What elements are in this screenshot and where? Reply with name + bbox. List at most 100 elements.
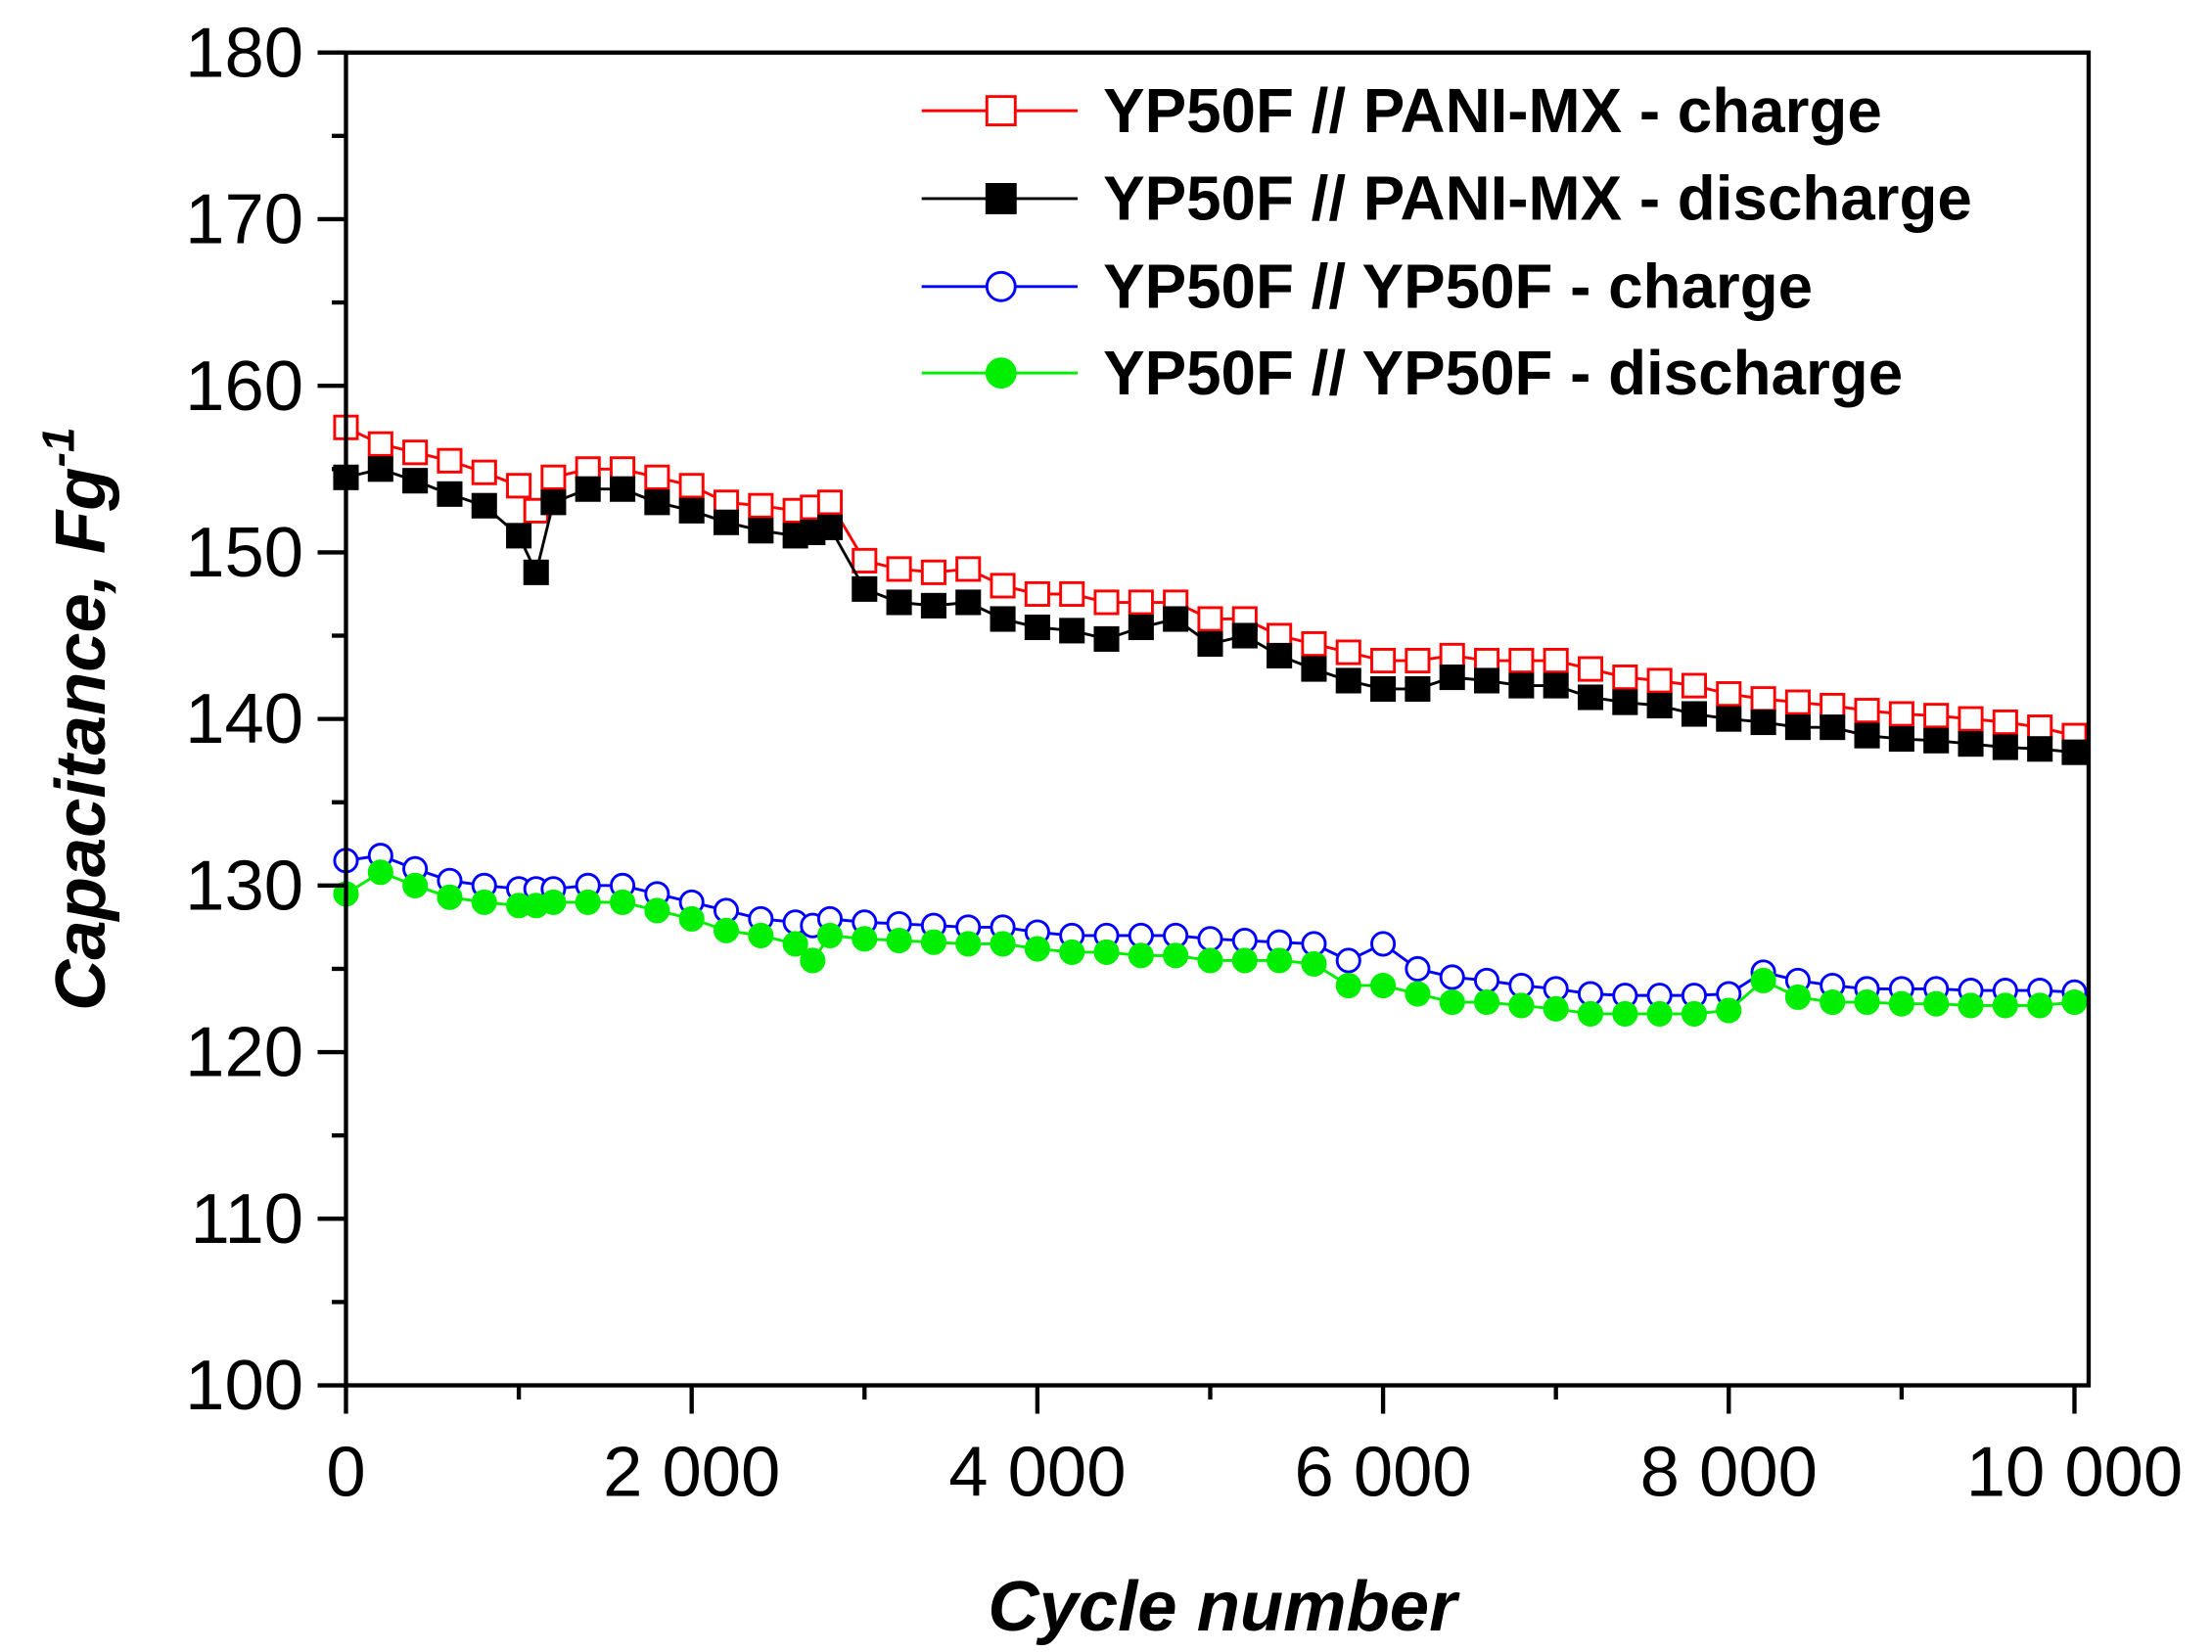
- data-point: [1301, 656, 1327, 682]
- y-tick-label: 170: [185, 180, 303, 259]
- data-point: [1335, 639, 1361, 665]
- data-point: [1405, 981, 1431, 1007]
- legend-item: YP50F // YP50F - discharge: [921, 338, 1903, 408]
- y-tick-label: 160: [185, 346, 303, 426]
- data-point: [575, 476, 601, 502]
- data-point: [1646, 667, 1673, 694]
- data-point: [955, 556, 982, 582]
- data-point: [1577, 684, 1604, 711]
- data-point: [1750, 967, 1776, 993]
- data-point: [1163, 606, 1189, 632]
- y-tick-label: 130: [185, 846, 303, 925]
- data-point: [1474, 967, 1500, 993]
- x-axis-label: Cycle number: [988, 1567, 1460, 1646]
- x-tick-label: 4 000: [948, 1433, 1126, 1512]
- data-point: [1335, 947, 1361, 974]
- data-point: [1335, 972, 1361, 999]
- data-point: [748, 492, 774, 519]
- data-point: [523, 559, 549, 585]
- axes: 100 110 120 130 140 150 160 170 180 0 2 000 4 000 6 …: [185, 13, 2183, 1511]
- data-point: [1888, 701, 1914, 727]
- data-point: [1681, 1000, 1707, 1027]
- data-point: [1716, 681, 1742, 708]
- data-point: [1370, 648, 1397, 674]
- series-2: [333, 843, 2088, 1009]
- legend-label: YP50F // YP50F - charge: [1103, 251, 1813, 321]
- data-point: [1370, 972, 1397, 999]
- data-point: [713, 917, 740, 943]
- data-point: [816, 514, 844, 540]
- data-point: [1439, 665, 1465, 691]
- data-point: [1681, 701, 1707, 727]
- data-point: [1474, 988, 1500, 1016]
- legend: YP50F // PANI-MX - charge YP50F // PANI-M…: [921, 75, 1972, 408]
- data-point: [1024, 936, 1050, 962]
- data-point: [1750, 709, 1776, 736]
- y-tick-label: 100: [185, 1346, 303, 1425]
- series-1: [333, 456, 2088, 765]
- data-point: [886, 589, 912, 616]
- data-point: [1059, 618, 1085, 644]
- data-point: [678, 473, 705, 499]
- data-point: [402, 468, 429, 494]
- data-point: [1716, 997, 1742, 1024]
- data-point: [1543, 995, 1569, 1022]
- data-point: [1370, 931, 1397, 957]
- data-point: [471, 459, 497, 485]
- x-tick-label: 2 000: [603, 1433, 780, 1512]
- series-line: [345, 426, 2075, 738]
- data-point: [1958, 731, 1984, 757]
- data-point: [852, 547, 878, 574]
- data-point: [782, 931, 808, 957]
- data-point: [644, 489, 670, 516]
- data-point: [678, 905, 705, 932]
- x-tick-label: 0: [326, 1433, 365, 1512]
- data-point: [852, 575, 878, 602]
- data-point: [1197, 630, 1223, 658]
- data-point: [1958, 992, 1984, 1019]
- data-point: [437, 447, 463, 474]
- data-point: [1093, 625, 1120, 652]
- data-point: [1923, 703, 1950, 729]
- data-point: [1405, 955, 1431, 982]
- data-point: [575, 889, 601, 915]
- y-tick-label: 150: [185, 513, 303, 592]
- data-point: [1267, 947, 1293, 974]
- y-tick-label: 140: [185, 679, 303, 758]
- data-point: [1301, 950, 1327, 977]
- data-point: [1197, 926, 1223, 952]
- data-point: [644, 897, 670, 924]
- data-point: [920, 559, 946, 585]
- data-point: [816, 922, 844, 948]
- legend-item: YP50F // PANI-MX - discharge: [921, 163, 1972, 234]
- data-point: [1024, 614, 1050, 641]
- y-axis-label: Capacitance, Fg-1: [32, 427, 120, 1011]
- x-tick-label: 8 000: [1640, 1433, 1818, 1512]
- data-point: [1854, 988, 1880, 1016]
- legend-marker: [985, 357, 1017, 390]
- data-point: [610, 476, 636, 502]
- data-point: [1439, 964, 1465, 990]
- legend-label: YP50F // PANI-MX - discharge: [1103, 163, 1972, 234]
- series-line: [346, 853, 2075, 997]
- data-point: [1543, 648, 1569, 674]
- data-point: [886, 927, 912, 954]
- data-point: [2027, 992, 2053, 1019]
- data-point: [886, 556, 912, 582]
- data-point: [610, 889, 636, 915]
- data-point: [367, 859, 393, 886]
- data-point: [1784, 984, 1811, 1010]
- data-point: [1197, 947, 1223, 974]
- data-point: [1059, 939, 1085, 965]
- data-point: [1888, 726, 1914, 753]
- data-point: [2027, 736, 2053, 762]
- data-point: [1439, 642, 1465, 668]
- series-0: [333, 414, 2088, 749]
- y-axis-label-superscript: -1: [32, 427, 83, 467]
- data-point: [471, 492, 497, 519]
- data-point: [367, 456, 393, 482]
- data-point: [437, 884, 463, 910]
- data-point: [437, 481, 463, 507]
- data-point: [1923, 727, 1950, 754]
